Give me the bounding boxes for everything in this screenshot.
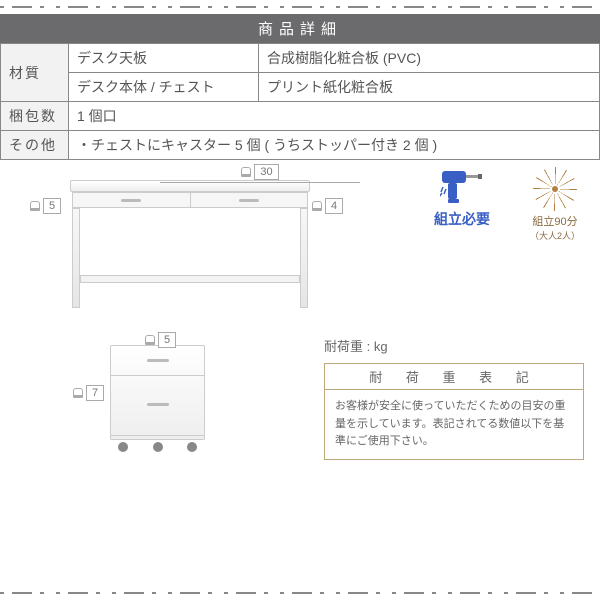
burst-icon <box>533 167 577 211</box>
drill-icon <box>440 167 484 205</box>
table-row: その他 ・チェストにキャスター 5 個 ( うちストッパー付き 2 個 ) <box>1 131 600 160</box>
bottom-dash-border <box>0 586 600 600</box>
pack-label: 梱包数 <box>1 102 69 131</box>
lock-icon <box>241 167 251 177</box>
load-label: 耐荷重 : kg <box>324 336 584 355</box>
spec-table: 材質 デスク天板 合成樹脂化粧合板 (PVC) デスク本体 / チェスト プリン… <box>0 43 600 160</box>
lock-icon <box>145 335 155 345</box>
row2-sub: デスク本体 / チェスト <box>69 73 259 102</box>
load-box: 耐 荷 重 表 記 お客様が安全に使っていただくための目安の重量を示しています。… <box>324 363 584 460</box>
row1-sub: デスク天板 <box>69 44 259 73</box>
dim-chest-top: 5 <box>145 332 176 348</box>
assembly-block: 組立必要 <box>434 167 490 229</box>
other-val: ・チェストにキャスター 5 個 ( うちストッパー付き 2 個 ) <box>69 131 600 160</box>
top-dash-border <box>0 0 600 14</box>
load-body: お客様が安全に使っていただくための目安の重量を示しています。表記されてる数値以下… <box>325 390 583 459</box>
load-section: 耐荷重 : kg 耐 荷 重 表 記 お客様が安全に使っていただくための目安の重… <box>324 336 584 460</box>
other-label: その他 <box>1 131 69 160</box>
assembly-label: 組立必要 <box>434 209 490 229</box>
dim-desk-left: 5 <box>30 198 61 214</box>
lock-icon <box>312 201 322 211</box>
icons-area: 組立必要 組立90分 （大人2人） <box>434 167 580 242</box>
dim-value: 7 <box>86 385 104 401</box>
dim-chest-left: 7 <box>73 385 104 401</box>
table-row: デスク本体 / チェスト プリント紙化粧合板 <box>1 73 600 102</box>
dim-value: 30 <box>254 164 278 180</box>
dim-value: 5 <box>158 332 176 348</box>
chest-diagram <box>110 345 205 455</box>
dim-value: 4 <box>325 198 343 214</box>
pack-val: 1 個口 <box>69 102 600 131</box>
diagram-area: 30 5 4 5 7 <box>0 160 600 485</box>
dim-desk-top: 30 <box>160 164 360 183</box>
dim-value: 5 <box>43 198 61 214</box>
lock-icon <box>30 201 40 211</box>
header-bar: 商品詳細 <box>0 14 600 43</box>
material-label: 材質 <box>1 44 69 102</box>
assembly-time: 組立90分 <box>530 213 580 229</box>
lock-icon <box>73 388 83 398</box>
time-block: 組立90分 （大人2人） <box>530 167 580 242</box>
load-title: 耐 荷 重 表 記 <box>325 364 583 390</box>
assembly-people: （大人2人） <box>530 229 580 242</box>
table-row: 材質 デスク天板 合成樹脂化粧合板 (PVC) <box>1 44 600 73</box>
table-row: 梱包数 1 個口 <box>1 102 600 131</box>
row1-val: 合成樹脂化粧合板 (PVC) <box>259 44 600 73</box>
desk-diagram <box>70 180 310 310</box>
row2-val: プリント紙化粧合板 <box>259 73 600 102</box>
dim-desk-right: 4 <box>312 198 343 214</box>
